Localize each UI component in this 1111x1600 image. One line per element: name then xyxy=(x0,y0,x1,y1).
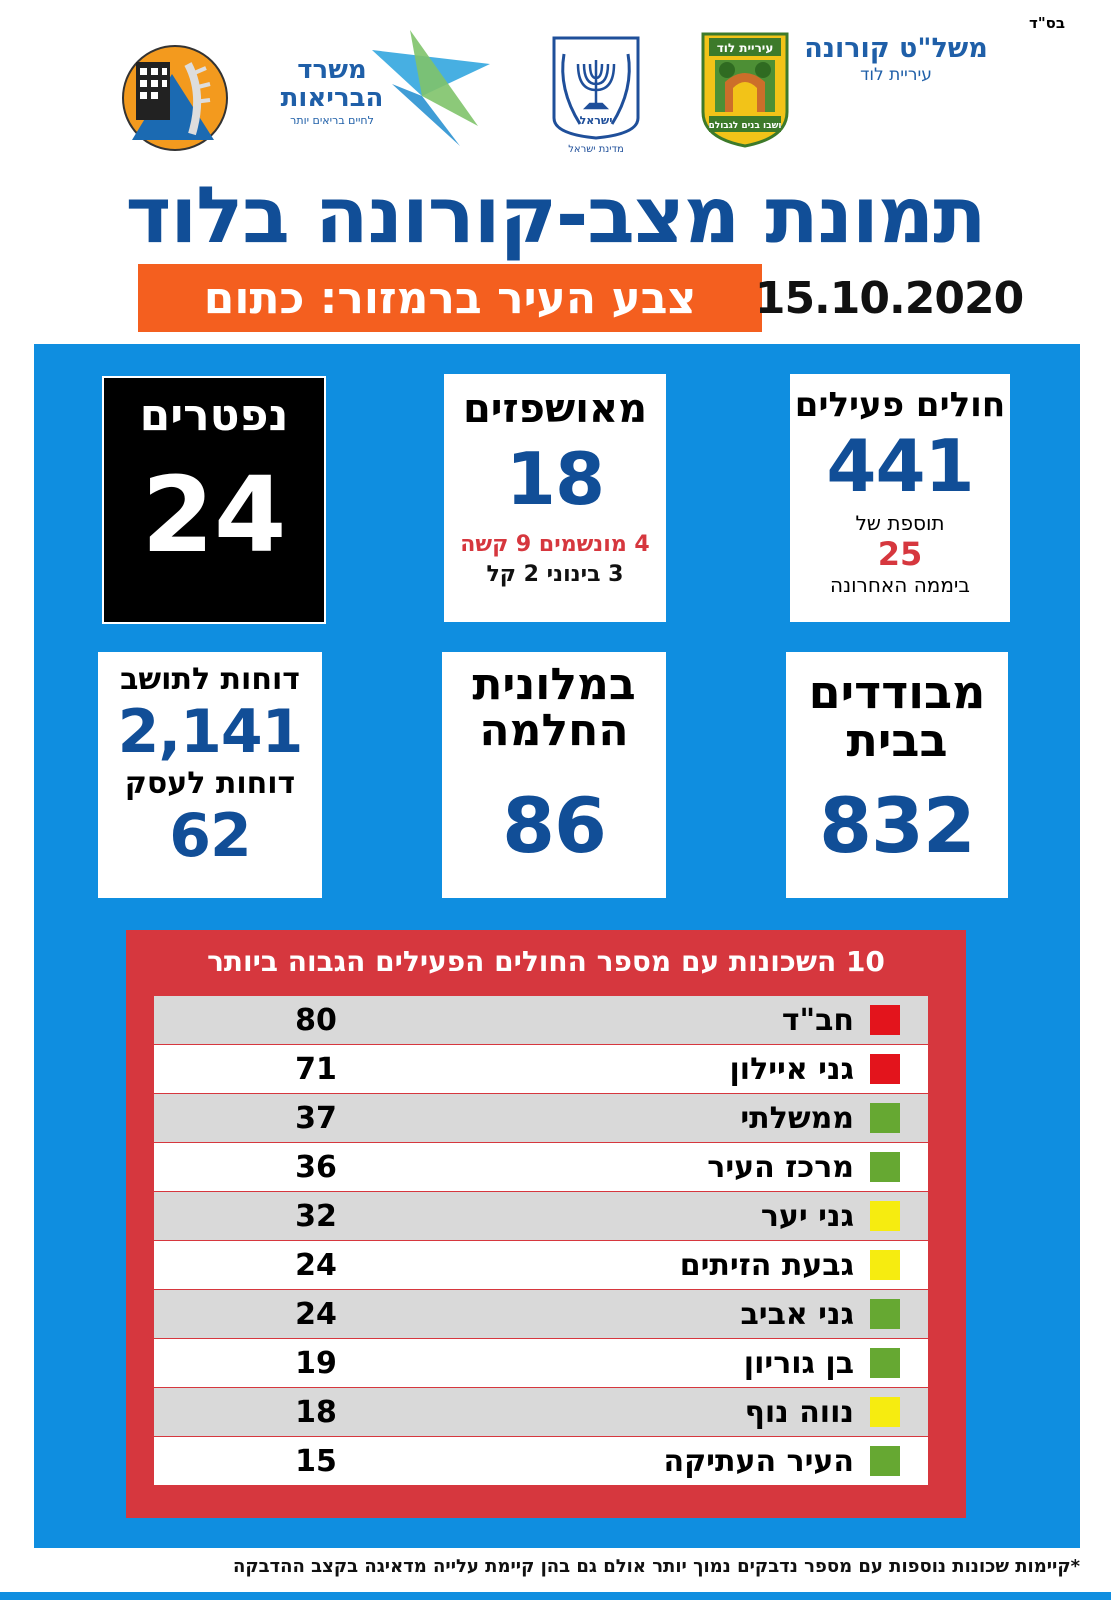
active-patients-card: חולים פעילים 441 תוספת של 25 ביממה האחרו… xyxy=(790,374,1010,622)
status-color-square xyxy=(870,1103,900,1133)
home-front-command-logo xyxy=(122,45,228,151)
city-color-status-banner: צבע העיר ברמזור: כתום xyxy=(138,264,762,332)
home-isolation-title-line1: מבודדים xyxy=(808,665,986,719)
deceased-value: 24 xyxy=(141,454,287,576)
active-patients-delta: 25 xyxy=(877,535,923,573)
org-subtitle: עיריית לוד xyxy=(860,65,932,85)
resident-fines-value: 2,141 xyxy=(117,697,304,767)
neighborhood-active-count: 37 xyxy=(295,1100,337,1136)
status-color-square xyxy=(870,1348,900,1378)
table-row: חב"ד 80 xyxy=(154,996,928,1045)
neighborhood-active-count: 71 xyxy=(295,1051,337,1087)
moh-line2: הבריאות xyxy=(281,83,384,113)
recovery-hotel-title-line2: החלמה xyxy=(479,705,629,756)
status-color-square xyxy=(870,1005,900,1035)
corner-label: בס"ד xyxy=(1029,14,1065,32)
business-fines-label: דוחות לעסק xyxy=(124,766,296,801)
report-date: 15.10.2020 xyxy=(754,272,1024,324)
table-row: גבעת הזיתים 24 xyxy=(154,1241,928,1290)
home-isolation-title-line2: בבית xyxy=(846,713,948,767)
recovery-hotel-title-line1: במלונית xyxy=(472,659,636,710)
neighborhood-active-count: 18 xyxy=(295,1394,337,1430)
neighborhood-active-count: 15 xyxy=(295,1443,337,1479)
ministry-of-health-logo: משרד הבריאות לחיים בריאים יותר xyxy=(281,30,490,146)
moh-line1: משרד xyxy=(297,55,366,85)
neighborhood-name: נווה נוף xyxy=(744,1394,854,1430)
org-title: משל"ט קורונה xyxy=(804,33,988,64)
stats-panel: חולים פעילים 441 תוספת של 25 ביממה האחרו… xyxy=(34,344,1080,1548)
state-of-israel-emblem-logo: ישראל מדינת ישראל xyxy=(552,36,640,155)
lod-city-crest-logo: עיריית לוד ושבו בנים לגבולם xyxy=(701,32,789,148)
emblem-text: ישראל xyxy=(580,114,613,127)
active-patients-delta-prefix: תוספת של xyxy=(855,511,945,535)
neighborhood-name: גני יער xyxy=(760,1198,854,1234)
bottom-strip xyxy=(0,1592,1111,1600)
deceased-title: נפטרים xyxy=(139,390,289,441)
table-row: גני איילון 71 xyxy=(154,1045,928,1094)
deceased-card: נפטרים 24 xyxy=(102,376,326,624)
neighborhood-active-count: 32 xyxy=(295,1198,337,1234)
moh-tagline: לחיים בריאים יותר xyxy=(290,114,374,127)
hospitalized-card: מאושפזים 18 4 מונשמים 9 קשה 3 בינוני 2 ק… xyxy=(444,374,666,622)
status-color-square xyxy=(870,1054,900,1084)
table-row: מרכז העיר 36 xyxy=(154,1143,928,1192)
active-patients-value: 441 xyxy=(826,424,974,508)
neighborhood-rows: חב"ד 80 גני איילון 71 ממשלתי 37 מרכז העיר 36 גני… xyxy=(154,996,928,1486)
fines-card: דוחות לתושב 2,141 דוחות לעסק 62 xyxy=(98,652,322,898)
top-neighborhoods-title: 10 השכונות עם מספר החולים הפעילים הגבוה … xyxy=(207,945,885,978)
neighborhood-name: גני אביב xyxy=(740,1296,854,1332)
neighborhood-active-count: 24 xyxy=(295,1247,337,1283)
footnote: *קיימות שכונות נוספות עם מספר נדבקים נמו… xyxy=(232,1556,1080,1577)
org-header: משל"ט קורונה עיריית לוד xyxy=(801,34,991,86)
status-color-square xyxy=(870,1250,900,1280)
active-patients-title: חולים פעילים xyxy=(794,385,1006,425)
emblem-caption: מדינת ישראל xyxy=(568,144,624,155)
table-row: העיר העתיקה 15 xyxy=(154,1437,928,1486)
hospitalized-severe-breakdown: 4 מונשמים 9 קשה xyxy=(460,532,650,557)
neighborhood-active-count: 24 xyxy=(295,1296,337,1332)
status-color-square xyxy=(870,1152,900,1182)
neighborhood-active-count: 36 xyxy=(295,1149,337,1185)
neighborhood-name: חב"ד xyxy=(781,1002,854,1038)
status-color-square xyxy=(870,1446,900,1476)
crest-top-text: עיריית לוד xyxy=(717,41,774,55)
neighborhood-name: גני איילון xyxy=(729,1051,854,1087)
home-isolation-card: מבודדים בבית 832 xyxy=(786,652,1008,898)
neighborhood-name: בן גוריון xyxy=(743,1345,854,1381)
top-neighborhoods-table: 10 השכונות עם מספר החולים הפעילים הגבוה … xyxy=(126,930,966,1518)
hospitalized-title: מאושפזים xyxy=(462,386,648,432)
hospitalized-mild-breakdown: 3 בינוני 2 קל xyxy=(486,562,624,587)
neighborhood-name: מרכז העיר xyxy=(707,1149,854,1185)
status-color-square xyxy=(870,1299,900,1329)
neighborhood-name: גבעת הזיתים xyxy=(679,1247,854,1283)
status-color-square xyxy=(870,1397,900,1427)
resident-fines-label: דוחות לתושב xyxy=(120,662,300,697)
active-patients-delta-suffix: ביממה האחרונה xyxy=(830,573,970,597)
table-row: בן גוריון 19 xyxy=(154,1339,928,1388)
hospitalized-value: 18 xyxy=(505,437,605,521)
neighborhood-name: ממשלתי xyxy=(740,1100,854,1136)
home-isolation-value: 832 xyxy=(819,781,976,870)
table-row: ממשלתי 37 xyxy=(154,1094,928,1143)
business-fines-value: 62 xyxy=(169,801,252,871)
neighborhood-name: העיר העתיקה xyxy=(663,1443,854,1479)
neighborhood-active-count: 80 xyxy=(295,1002,337,1038)
table-row: גני יער 32 xyxy=(154,1192,928,1241)
recovery-hotel-value: 86 xyxy=(502,781,607,870)
neighborhood-active-count: 19 xyxy=(295,1345,337,1381)
status-color-square xyxy=(870,1201,900,1231)
crest-bottom-text: ושבו בנים לגבולם xyxy=(709,121,782,131)
table-row: גני אביב 24 xyxy=(154,1290,928,1339)
table-row: נווה נוף 18 xyxy=(154,1388,928,1437)
recovery-hotel-card: במלונית החלמה 86 xyxy=(442,652,666,898)
page-title: תמונת מצב-קורונה בלוד xyxy=(125,171,986,261)
